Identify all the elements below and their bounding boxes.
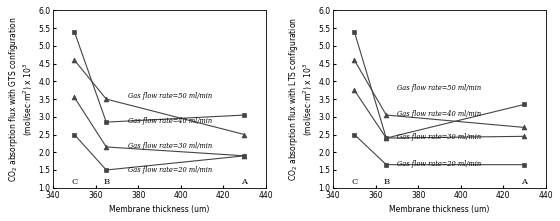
Y-axis label: CO$_2$ absorption flux with GTS configuration
(mol/sec·m$^2$) x 10$^3$: CO$_2$ absorption flux with GTS configur… bbox=[7, 16, 35, 182]
Text: C: C bbox=[71, 178, 77, 186]
Text: Gas flow rate=50 ml/min: Gas flow rate=50 ml/min bbox=[128, 92, 212, 100]
Text: Gas flow rate=20 ml/min: Gas flow rate=20 ml/min bbox=[128, 166, 212, 174]
Text: Gas flow rate=30 ml/min: Gas flow rate=30 ml/min bbox=[397, 133, 481, 141]
Text: C: C bbox=[351, 178, 357, 186]
Text: A: A bbox=[521, 178, 528, 186]
Text: Gas flow rate=40 ml/min: Gas flow rate=40 ml/min bbox=[397, 110, 481, 118]
Text: Gas flow rate=30 ml/min: Gas flow rate=30 ml/min bbox=[128, 142, 212, 150]
Text: B: B bbox=[383, 178, 389, 186]
Text: A: A bbox=[241, 178, 248, 186]
Text: Gas flow rate=20 ml/min: Gas flow rate=20 ml/min bbox=[397, 160, 481, 168]
X-axis label: Membrane thickness (um): Membrane thickness (um) bbox=[109, 205, 209, 214]
Text: Gas flow rate=50 ml/min: Gas flow rate=50 ml/min bbox=[397, 84, 481, 92]
Text: B: B bbox=[103, 178, 109, 186]
Text: Gas flow rate=40 ml/min: Gas flow rate=40 ml/min bbox=[128, 117, 212, 125]
X-axis label: Membrane thickness (um): Membrane thickness (um) bbox=[389, 205, 489, 214]
Y-axis label: CO$_2$ absorption flux with LTS configuration
(mol/sec·m$^2$) x 10$^3$: CO$_2$ absorption flux with LTS configur… bbox=[287, 17, 315, 181]
